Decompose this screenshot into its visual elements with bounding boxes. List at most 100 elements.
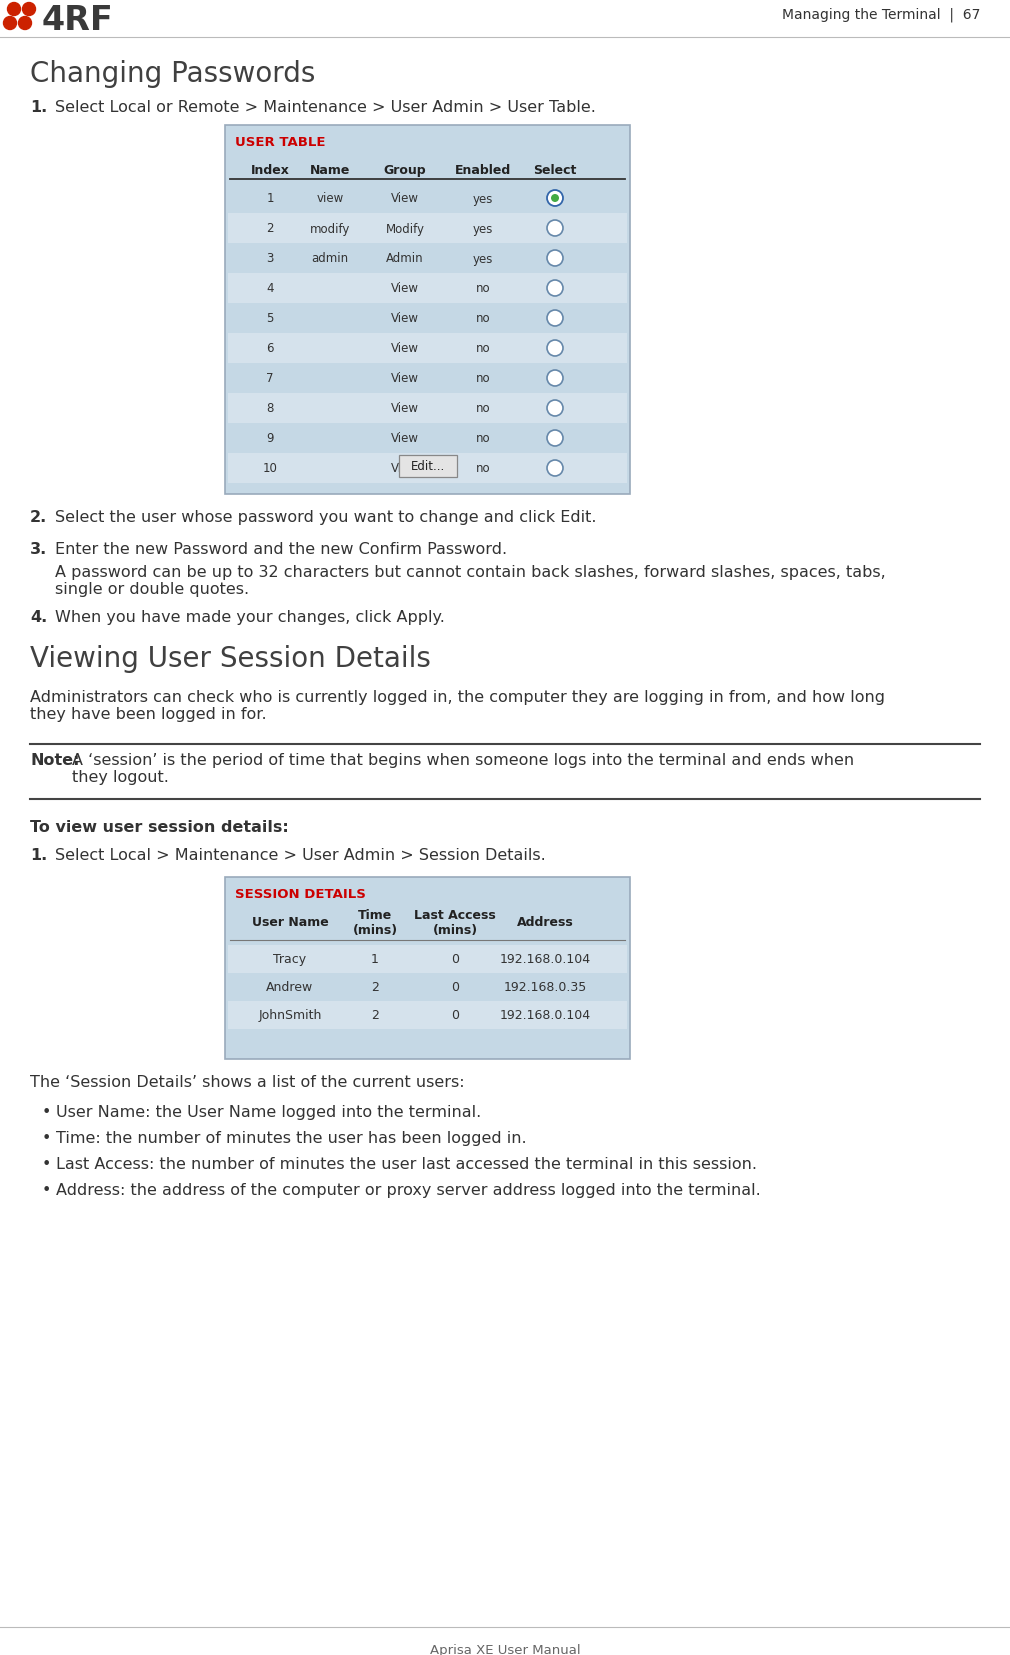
Text: SESSION DETAILS: SESSION DETAILS bbox=[235, 887, 366, 900]
Circle shape bbox=[547, 281, 563, 296]
Text: no: no bbox=[476, 283, 490, 295]
FancyBboxPatch shape bbox=[225, 126, 630, 495]
FancyBboxPatch shape bbox=[228, 1001, 627, 1029]
Text: •: • bbox=[42, 1157, 52, 1172]
Text: View: View bbox=[391, 343, 419, 356]
Text: 1.: 1. bbox=[30, 847, 47, 862]
Text: yes: yes bbox=[473, 222, 493, 235]
Text: The ‘Session Details’ shows a list of the current users:: The ‘Session Details’ shows a list of th… bbox=[30, 1074, 465, 1089]
Text: 4RF: 4RF bbox=[42, 3, 114, 36]
Text: •: • bbox=[42, 1130, 52, 1145]
Text: modify: modify bbox=[310, 222, 350, 235]
FancyBboxPatch shape bbox=[399, 455, 457, 478]
Text: no: no bbox=[476, 343, 490, 356]
Text: yes: yes bbox=[473, 192, 493, 205]
Text: Time: the number of minutes the user has been logged in.: Time: the number of minutes the user has… bbox=[56, 1130, 526, 1145]
Text: User Name: User Name bbox=[251, 915, 328, 928]
Text: 1: 1 bbox=[267, 192, 274, 205]
Text: 9: 9 bbox=[267, 432, 274, 445]
Text: 2.: 2. bbox=[30, 510, 47, 525]
Text: 7: 7 bbox=[267, 372, 274, 386]
Text: •: • bbox=[42, 1182, 52, 1197]
Text: 2: 2 bbox=[371, 1010, 379, 1021]
Text: A ‘session’ is the period of time that begins when someone logs into the termina: A ‘session’ is the period of time that b… bbox=[72, 753, 854, 784]
FancyBboxPatch shape bbox=[228, 334, 627, 364]
Text: 4.: 4. bbox=[30, 609, 47, 624]
Text: 10: 10 bbox=[263, 462, 278, 475]
Circle shape bbox=[547, 190, 563, 207]
Text: Name: Name bbox=[310, 164, 350, 177]
Text: 4: 4 bbox=[267, 283, 274, 295]
Text: View: View bbox=[391, 192, 419, 205]
Text: 5: 5 bbox=[267, 313, 274, 326]
Text: •: • bbox=[42, 1104, 52, 1119]
Text: Index: Index bbox=[250, 164, 290, 177]
Text: View: View bbox=[391, 283, 419, 295]
Text: JohnSmith: JohnSmith bbox=[259, 1010, 322, 1021]
Text: 0: 0 bbox=[451, 953, 459, 967]
Text: Admin: Admin bbox=[386, 252, 424, 265]
Text: Select Local or Remote > Maintenance > User Admin > User Table.: Select Local or Remote > Maintenance > U… bbox=[55, 99, 596, 114]
Text: Enter the new Password and the new Confirm Password.: Enter the new Password and the new Confi… bbox=[55, 541, 507, 556]
Text: View: View bbox=[391, 402, 419, 415]
Circle shape bbox=[547, 311, 563, 326]
Text: User Name: the User Name logged into the terminal.: User Name: the User Name logged into the… bbox=[56, 1104, 481, 1119]
Circle shape bbox=[547, 401, 563, 417]
Text: Tracy: Tracy bbox=[274, 953, 307, 967]
Circle shape bbox=[18, 18, 31, 30]
Text: no: no bbox=[476, 402, 490, 415]
Text: no: no bbox=[476, 372, 490, 386]
Text: 192.168.0.35: 192.168.0.35 bbox=[503, 981, 587, 995]
Text: Last Access: the number of minutes the user last accessed the terminal in this s: Last Access: the number of minutes the u… bbox=[56, 1157, 757, 1172]
Text: 3.: 3. bbox=[30, 541, 47, 556]
Circle shape bbox=[547, 220, 563, 237]
Text: USER TABLE: USER TABLE bbox=[235, 136, 325, 149]
Text: View: View bbox=[391, 462, 419, 475]
Text: no: no bbox=[476, 313, 490, 326]
Text: Time
(mins): Time (mins) bbox=[352, 909, 398, 937]
FancyBboxPatch shape bbox=[228, 394, 627, 424]
Text: 0: 0 bbox=[451, 981, 459, 995]
Circle shape bbox=[3, 18, 16, 30]
Text: Last Access
(mins): Last Access (mins) bbox=[414, 909, 496, 937]
FancyBboxPatch shape bbox=[225, 877, 630, 1059]
Circle shape bbox=[551, 195, 559, 204]
Text: 192.168.0.104: 192.168.0.104 bbox=[499, 1010, 591, 1021]
Text: Modify: Modify bbox=[386, 222, 424, 235]
Text: View: View bbox=[391, 432, 419, 445]
Text: When you have made your changes, click Apply.: When you have made your changes, click A… bbox=[55, 609, 444, 624]
Circle shape bbox=[547, 371, 563, 387]
Text: Group: Group bbox=[384, 164, 426, 177]
Text: Address: Address bbox=[517, 915, 574, 928]
Circle shape bbox=[547, 430, 563, 447]
Text: Andrew: Andrew bbox=[267, 981, 314, 995]
Text: admin: admin bbox=[311, 252, 348, 265]
Circle shape bbox=[547, 252, 563, 266]
Text: Address: the address of the computer or proxy server address logged into the ter: Address: the address of the computer or … bbox=[56, 1182, 761, 1197]
Text: no: no bbox=[476, 432, 490, 445]
Circle shape bbox=[547, 341, 563, 357]
Circle shape bbox=[22, 3, 35, 17]
Text: 6: 6 bbox=[267, 343, 274, 356]
Text: Managing the Terminal  |  67: Managing the Terminal | 67 bbox=[782, 8, 980, 22]
FancyBboxPatch shape bbox=[228, 213, 627, 243]
Circle shape bbox=[7, 3, 20, 17]
Text: Enabled: Enabled bbox=[454, 164, 511, 177]
Text: Select Local > Maintenance > User Admin > Session Details.: Select Local > Maintenance > User Admin … bbox=[55, 847, 545, 862]
FancyBboxPatch shape bbox=[228, 945, 627, 973]
Text: Select: Select bbox=[533, 164, 577, 177]
Text: Note:: Note: bbox=[30, 753, 80, 768]
Text: 192.168.0.104: 192.168.0.104 bbox=[499, 953, 591, 967]
Text: Changing Passwords: Changing Passwords bbox=[30, 60, 315, 88]
Text: View: View bbox=[391, 372, 419, 386]
Text: view: view bbox=[316, 192, 343, 205]
Text: To view user session details:: To view user session details: bbox=[30, 819, 289, 834]
Text: 1.: 1. bbox=[30, 99, 47, 114]
Text: no: no bbox=[476, 462, 490, 475]
Text: View: View bbox=[391, 313, 419, 326]
FancyBboxPatch shape bbox=[228, 273, 627, 305]
Text: Viewing User Session Details: Viewing User Session Details bbox=[30, 644, 431, 672]
Text: Edit...: Edit... bbox=[410, 460, 444, 473]
FancyBboxPatch shape bbox=[228, 453, 627, 483]
Text: Select the user whose password you want to change and click Edit.: Select the user whose password you want … bbox=[55, 510, 597, 525]
